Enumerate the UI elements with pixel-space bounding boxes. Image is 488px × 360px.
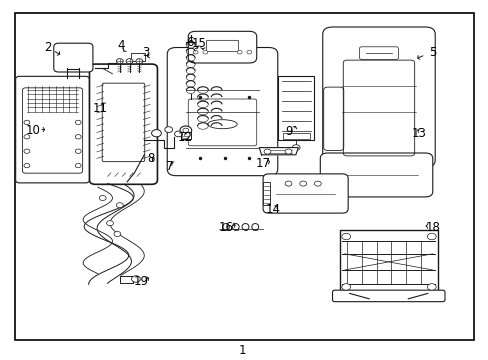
- Circle shape: [116, 203, 123, 208]
- FancyBboxPatch shape: [54, 43, 93, 72]
- Bar: [277, 76, 314, 140]
- Circle shape: [136, 59, 142, 64]
- Text: 9: 9: [285, 125, 293, 138]
- FancyBboxPatch shape: [332, 290, 444, 302]
- Text: 19: 19: [133, 275, 148, 288]
- FancyBboxPatch shape: [22, 88, 82, 173]
- Circle shape: [75, 120, 81, 125]
- Circle shape: [126, 59, 133, 64]
- Circle shape: [183, 128, 188, 132]
- Circle shape: [193, 50, 198, 54]
- Bar: [339, 230, 437, 293]
- Circle shape: [151, 130, 161, 137]
- Circle shape: [237, 50, 242, 54]
- Bar: [263, 182, 270, 205]
- Circle shape: [264, 149, 270, 154]
- Text: 17: 17: [255, 157, 270, 170]
- Circle shape: [75, 163, 81, 168]
- Circle shape: [246, 50, 251, 54]
- Circle shape: [285, 149, 291, 154]
- Circle shape: [24, 163, 30, 168]
- Circle shape: [285, 181, 291, 186]
- FancyBboxPatch shape: [16, 76, 89, 183]
- Circle shape: [341, 233, 350, 240]
- Circle shape: [203, 50, 207, 54]
- Text: 15: 15: [192, 37, 206, 50]
- Bar: [120, 276, 132, 283]
- Text: 13: 13: [411, 127, 426, 140]
- Circle shape: [427, 284, 435, 290]
- Circle shape: [291, 145, 299, 150]
- FancyBboxPatch shape: [188, 31, 256, 63]
- Circle shape: [341, 284, 350, 290]
- FancyBboxPatch shape: [89, 64, 157, 184]
- Text: 1: 1: [238, 345, 245, 357]
- Circle shape: [116, 59, 123, 64]
- Circle shape: [299, 181, 306, 186]
- Circle shape: [180, 126, 191, 135]
- Circle shape: [24, 120, 30, 125]
- Text: 5: 5: [428, 46, 436, 59]
- Circle shape: [131, 276, 140, 282]
- Text: 16: 16: [218, 221, 233, 234]
- Bar: [181, 132, 190, 139]
- FancyBboxPatch shape: [263, 174, 347, 213]
- Circle shape: [106, 221, 113, 226]
- Circle shape: [174, 131, 182, 137]
- FancyBboxPatch shape: [320, 153, 432, 197]
- Polygon shape: [259, 148, 298, 155]
- Text: 3: 3: [142, 46, 149, 59]
- Text: 12: 12: [177, 131, 192, 144]
- Text: 2: 2: [44, 41, 52, 54]
- Text: 6: 6: [185, 36, 193, 49]
- Bar: [131, 53, 144, 61]
- Text: 14: 14: [265, 203, 280, 216]
- Text: 11: 11: [93, 102, 107, 114]
- FancyBboxPatch shape: [167, 48, 277, 176]
- Circle shape: [314, 181, 321, 186]
- Circle shape: [164, 127, 172, 132]
- Circle shape: [75, 149, 81, 153]
- Bar: [282, 133, 309, 139]
- Circle shape: [75, 135, 81, 139]
- Text: 8: 8: [146, 152, 154, 165]
- Text: 18: 18: [425, 221, 439, 234]
- Circle shape: [24, 149, 30, 153]
- Text: 4: 4: [117, 39, 125, 52]
- FancyBboxPatch shape: [102, 83, 145, 162]
- Text: 7: 7: [166, 160, 174, 173]
- Circle shape: [99, 195, 106, 201]
- Circle shape: [427, 233, 435, 240]
- Circle shape: [24, 135, 30, 139]
- FancyBboxPatch shape: [322, 27, 434, 167]
- Circle shape: [114, 231, 121, 237]
- Text: 10: 10: [26, 124, 41, 137]
